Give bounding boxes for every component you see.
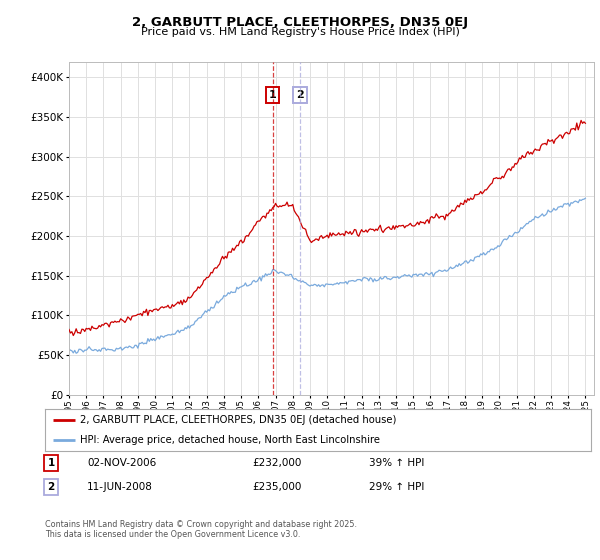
Text: 2, GARBUTT PLACE, CLEETHORPES, DN35 0EJ (detached house): 2, GARBUTT PLACE, CLEETHORPES, DN35 0EJ … — [80, 415, 397, 425]
Text: 2: 2 — [47, 482, 55, 492]
Text: Price paid vs. HM Land Registry's House Price Index (HPI): Price paid vs. HM Land Registry's House … — [140, 27, 460, 37]
Text: 2: 2 — [296, 90, 304, 100]
Text: 1: 1 — [47, 458, 55, 468]
Text: 02-NOV-2006: 02-NOV-2006 — [87, 458, 156, 468]
Text: 39% ↑ HPI: 39% ↑ HPI — [369, 458, 424, 468]
Text: £232,000: £232,000 — [252, 458, 301, 468]
Text: 29% ↑ HPI: 29% ↑ HPI — [369, 482, 424, 492]
Text: £235,000: £235,000 — [252, 482, 301, 492]
Text: 11-JUN-2008: 11-JUN-2008 — [87, 482, 153, 492]
Text: HPI: Average price, detached house, North East Lincolnshire: HPI: Average price, detached house, Nort… — [80, 435, 380, 445]
Text: 2, GARBUTT PLACE, CLEETHORPES, DN35 0EJ: 2, GARBUTT PLACE, CLEETHORPES, DN35 0EJ — [132, 16, 468, 29]
Text: 1: 1 — [269, 90, 277, 100]
Text: Contains HM Land Registry data © Crown copyright and database right 2025.
This d: Contains HM Land Registry data © Crown c… — [45, 520, 357, 539]
